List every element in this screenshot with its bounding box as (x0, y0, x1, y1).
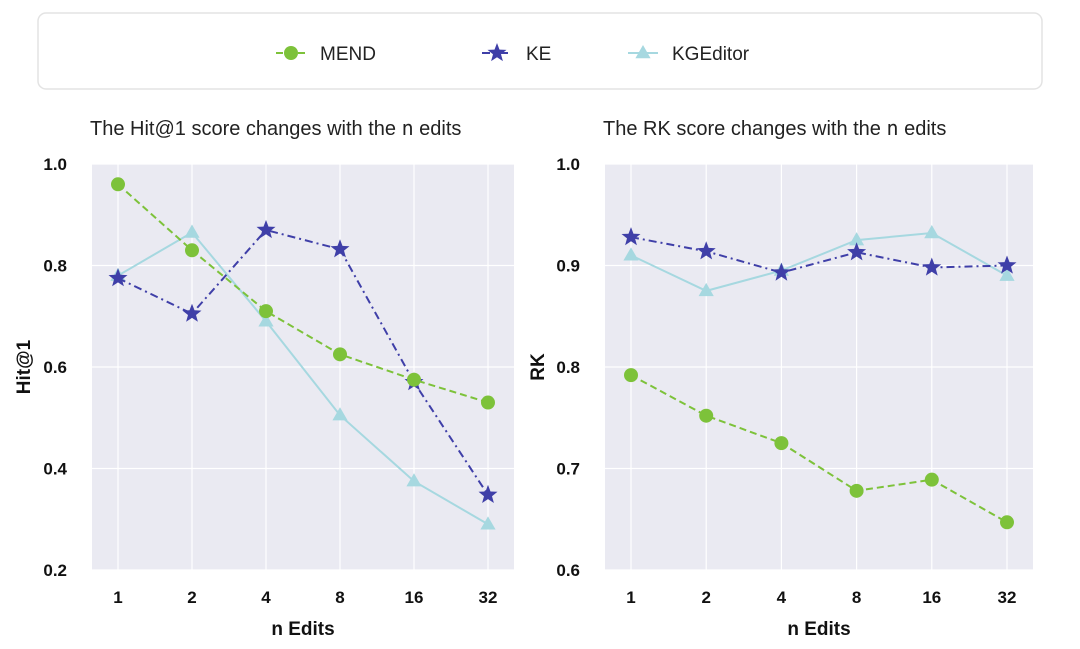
series-mend (111, 177, 495, 410)
data-point-ke (256, 220, 276, 239)
data-point-mend (1000, 515, 1014, 530)
y-tick-label: 0.2 (43, 561, 67, 580)
x-tick-label: 8 (852, 588, 861, 607)
chart-panel-2: The RK score changes with the n edits 0.6… (528, 116, 1033, 640)
series-line-mend (117, 183, 489, 404)
y-axis-label: RK (528, 353, 549, 381)
chart-title: The Hit@1 score changes with the n edits (90, 116, 461, 140)
data-point-mend (624, 368, 638, 383)
legend-marker-triangle-icon (635, 45, 651, 59)
x-tick-label: 8 (335, 588, 344, 607)
y-tick-label: 0.6 (43, 358, 67, 377)
chart-title-code: n (402, 116, 414, 140)
data-point-mend (849, 483, 864, 498)
data-point-ke (108, 268, 128, 287)
data-point-ke (696, 241, 716, 260)
x-tick-label: 2 (701, 588, 710, 607)
x-tick-label: 1 (113, 588, 122, 607)
x-axis-label: n Edits (271, 619, 334, 640)
x-tick-label: 32 (998, 588, 1017, 607)
chart-title-text-end: edits (899, 118, 947, 140)
data-point-ke (771, 262, 791, 281)
data-point-kgeditor (924, 225, 940, 239)
data-point-mend (699, 408, 714, 423)
series-line-ke (117, 228, 489, 496)
chart-title-text-end: edits (414, 118, 462, 140)
legend-box (37, 12, 1043, 90)
x-tick-label: 4 (777, 588, 787, 607)
data-point-mend (259, 304, 273, 319)
x-tick-label: 16 (405, 588, 424, 607)
data-point-kgeditor (258, 313, 274, 327)
data-point-ke (621, 227, 641, 246)
x-tick-label: 2 (187, 588, 196, 607)
y-tick-label: 0.6 (556, 561, 580, 580)
data-point-ke (182, 303, 202, 322)
y-tick-label: 0.8 (556, 358, 580, 377)
series-line-kgeditor (630, 231, 1008, 292)
x-tick-label: 1 (626, 588, 635, 607)
data-point-mend (774, 436, 789, 451)
y-tick-label: 1.0 (43, 155, 67, 174)
series-line-mend (630, 374, 1008, 524)
data-point-ke (922, 257, 942, 276)
y-tick-label: 0.8 (43, 257, 67, 276)
series-ke (621, 227, 1017, 281)
y-tick-label: 0.7 (556, 460, 580, 479)
legend-item-ke: KE (482, 43, 551, 65)
data-point-kgeditor (849, 232, 865, 246)
legend-item-kgeditor: KGEditor (628, 44, 750, 65)
x-tick-label: 4 (261, 588, 271, 607)
chart-title: The RK score changes with the n edits (603, 116, 946, 140)
legend-item-mend: MEND (276, 44, 376, 65)
x-axis-label: n Edits (787, 619, 850, 640)
x-tick-label: 16 (922, 588, 941, 607)
data-point-kgeditor (623, 247, 639, 261)
data-point-mend (185, 243, 199, 258)
legend: MEND KE KGEditor (37, 12, 1043, 90)
y-tick-label: 1.0 (556, 155, 580, 174)
data-point-kgeditor (698, 282, 714, 297)
legend-marker-circle-icon (284, 46, 298, 60)
data-point-mend (111, 177, 125, 192)
series-line-ke (630, 236, 1008, 274)
x-tick-label: 32 (479, 588, 498, 607)
data-point-ke (330, 239, 350, 258)
chart-title-text: The Hit@1 score changes with the (90, 118, 402, 140)
data-point-mend (333, 347, 347, 362)
chart-title-text: The RK score changes with the (603, 118, 886, 140)
data-point-mend (407, 372, 421, 387)
data-point-kgeditor (406, 473, 422, 487)
chart-panel-1: The Hit@1 score changes with the n edits… (14, 116, 514, 640)
legend-marker-star-icon (487, 43, 507, 62)
data-point-mend (924, 472, 939, 487)
legend-label: KE (526, 44, 551, 65)
data-point-kgeditor (184, 224, 200, 238)
data-point-kgeditor (332, 407, 348, 421)
data-point-kgeditor (480, 516, 496, 530)
legend-label: MEND (320, 44, 376, 65)
data-point-kgeditor (999, 267, 1015, 281)
y-axis-label: Hit@1 (14, 339, 35, 394)
data-point-mend (481, 395, 495, 410)
data-point-ke (997, 255, 1017, 274)
chart-title-code: n (886, 116, 898, 140)
data-point-ke (478, 484, 498, 503)
y-tick-label: 0.4 (43, 460, 67, 479)
y-tick-label: 0.9 (556, 257, 580, 276)
series-mend (624, 368, 1014, 530)
legend-label: KGEditor (672, 44, 750, 65)
data-point-ke (847, 242, 867, 261)
